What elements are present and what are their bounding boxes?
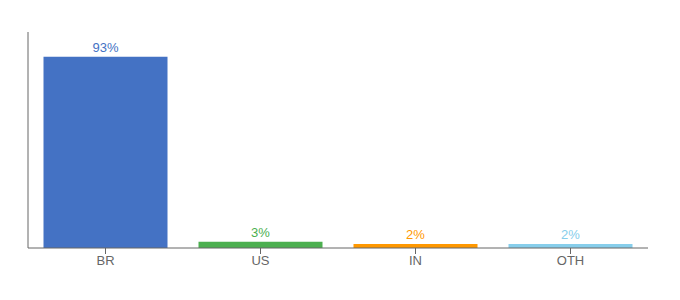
svg-text:IN: IN [409,253,422,268]
svg-text:3%: 3% [251,225,270,240]
svg-text:BR: BR [96,253,114,268]
svg-text:93%: 93% [92,40,118,55]
svg-text:2%: 2% [406,227,425,242]
svg-text:OTH: OTH [557,253,584,268]
svg-text:US: US [251,253,269,268]
svg-text:2%: 2% [561,227,580,242]
